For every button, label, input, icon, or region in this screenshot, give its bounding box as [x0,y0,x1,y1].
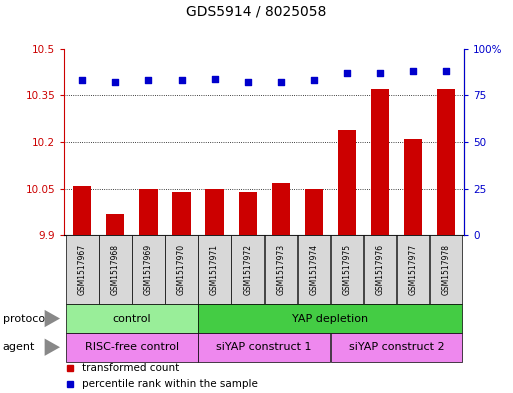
Text: transformed count: transformed count [82,363,180,373]
Text: GSM1517972: GSM1517972 [243,244,252,295]
Text: GSM1517968: GSM1517968 [111,244,120,295]
Text: siYAP construct 1: siYAP construct 1 [216,342,312,352]
Bar [404,139,422,235]
Bar [371,89,389,235]
Polygon shape [45,310,60,327]
Text: GSM1517976: GSM1517976 [376,244,384,296]
FancyBboxPatch shape [99,235,132,304]
FancyBboxPatch shape [66,235,98,304]
FancyBboxPatch shape [231,235,264,304]
Text: protocol: protocol [3,314,48,323]
FancyBboxPatch shape [199,304,462,333]
FancyBboxPatch shape [298,235,330,304]
FancyBboxPatch shape [165,235,198,304]
FancyBboxPatch shape [199,235,231,304]
FancyBboxPatch shape [66,333,198,362]
Text: percentile rank within the sample: percentile rank within the sample [82,379,258,389]
Text: GSM1517975: GSM1517975 [342,244,351,296]
Text: control: control [113,314,151,323]
FancyBboxPatch shape [132,235,165,304]
Point [343,70,351,76]
Point [376,70,384,76]
Bar [206,189,224,235]
Point [310,77,318,84]
Point [210,75,219,82]
Bar [239,192,256,235]
Text: GSM1517973: GSM1517973 [276,244,285,296]
Bar [140,189,157,235]
Bar [73,185,91,235]
FancyBboxPatch shape [397,235,429,304]
FancyBboxPatch shape [364,235,396,304]
Text: GSM1517978: GSM1517978 [442,244,450,295]
Point [177,77,186,84]
Point [244,79,252,86]
Bar [172,192,191,235]
Point [277,79,285,86]
Bar [106,214,125,235]
Point [111,79,120,86]
Point [144,77,152,84]
FancyBboxPatch shape [66,304,198,333]
Text: RISC-free control: RISC-free control [85,342,179,352]
Point [78,77,86,84]
Text: GSM1517970: GSM1517970 [177,244,186,296]
FancyBboxPatch shape [265,235,297,304]
Text: GDS5914 / 8025058: GDS5914 / 8025058 [186,5,327,19]
Bar [437,89,455,235]
Text: agent: agent [3,342,35,352]
FancyBboxPatch shape [430,235,462,304]
Point [409,68,417,74]
Point [442,68,450,74]
Bar [272,182,290,235]
Text: GSM1517977: GSM1517977 [408,244,418,296]
Bar [305,189,323,235]
Text: GSM1517971: GSM1517971 [210,244,219,295]
Text: GSM1517969: GSM1517969 [144,244,153,296]
FancyBboxPatch shape [331,235,363,304]
FancyBboxPatch shape [199,333,330,362]
FancyBboxPatch shape [331,333,462,362]
Text: YAP depletion: YAP depletion [292,314,368,323]
Text: siYAP construct 2: siYAP construct 2 [349,342,444,352]
Bar [338,130,356,235]
Polygon shape [45,339,60,356]
Text: GSM1517967: GSM1517967 [78,244,87,296]
Text: GSM1517974: GSM1517974 [309,244,318,296]
